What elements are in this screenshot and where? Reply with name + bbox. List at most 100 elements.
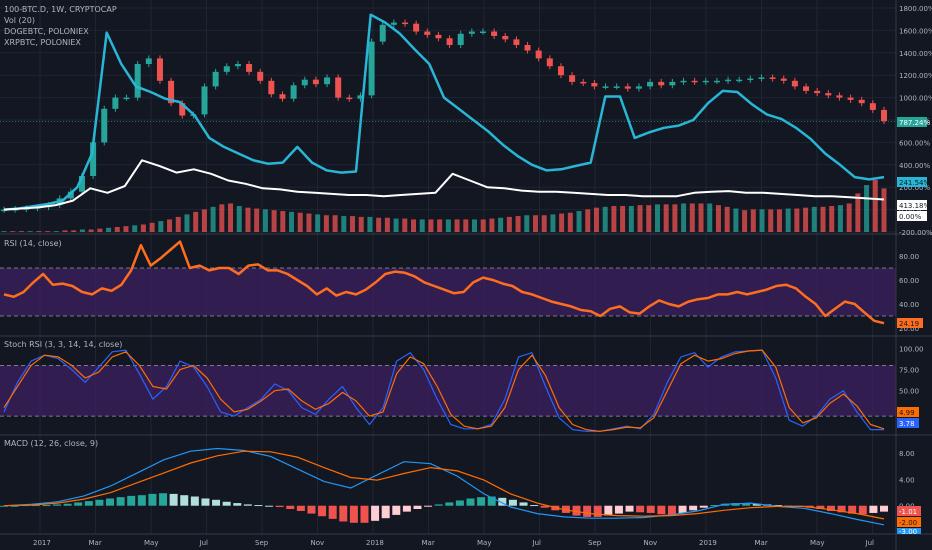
series-lines	[0, 13, 896, 432]
rsi-axis-label: 60.00	[899, 277, 919, 285]
volume-bar	[663, 204, 669, 232]
volume-bar	[724, 206, 730, 232]
volume-bar	[681, 203, 687, 232]
time-axis-label: Mar	[422, 539, 435, 547]
volume-bar	[18, 231, 24, 232]
macd-histogram-bar	[413, 505, 422, 509]
volume-bar	[411, 219, 417, 232]
time-axis-label: Mar	[89, 539, 102, 547]
volume-bar	[79, 229, 85, 232]
macd-histogram-bar	[614, 505, 623, 514]
badge-doge-last: 241.54%	[897, 177, 930, 187]
candle-body	[669, 81, 676, 86]
macd-histogram-bar	[243, 504, 252, 506]
badge-macd-c-text: -3.00	[899, 528, 917, 536]
candle-body	[747, 78, 754, 81]
badge-macd-c: -3.00	[897, 528, 921, 536]
volume-bar	[559, 213, 565, 232]
legend-macd[interactable]: MACD (12, 26, close, 9)	[4, 439, 98, 448]
volume-bar	[593, 207, 599, 232]
candle-body	[881, 109, 887, 122]
time-axis-label: 2018	[366, 539, 384, 547]
macd-histogram-bar	[84, 501, 93, 506]
macd-histogram-bar	[286, 505, 295, 509]
volume-bar	[611, 206, 617, 232]
time-axis-ticks[interactable]: 2017 Mar May Jul Sep Nov 2018 Mar May Jul Sep Nov 20…	[33, 539, 874, 547]
macd-histogram-bar	[159, 493, 168, 506]
volume-bar	[524, 215, 530, 232]
macd-histogram-bar	[869, 505, 878, 513]
price-axis-label: 200.00%	[899, 184, 930, 192]
volume-bar	[872, 180, 878, 232]
volume-bar	[646, 205, 652, 232]
stoch-k-line	[3, 349, 884, 432]
macd-histogram-bar	[371, 505, 380, 521]
price-axis-label: 400.00%	[899, 162, 930, 170]
time-axis-label: 2019	[699, 539, 717, 547]
macd-histogram-bar	[296, 505, 305, 511]
candle-body	[268, 80, 275, 95]
macd-histogram-bar	[646, 505, 655, 513]
candle-body	[179, 103, 186, 116]
candle-body	[479, 31, 486, 34]
macd-histogram-bar	[466, 498, 475, 506]
volume-bar	[620, 206, 626, 232]
macd-histogram-bar	[106, 498, 115, 506]
volume-bar	[672, 204, 678, 232]
candle-body	[78, 176, 85, 192]
volume-bar	[114, 226, 120, 232]
badge-macd-b-text: -2.00	[899, 519, 917, 527]
legend-doge[interactable]: DOGEBTC, POLONIEX	[4, 27, 89, 36]
volume-bar	[489, 218, 495, 232]
macd-histogram-bar	[752, 503, 761, 506]
candle-body	[424, 31, 431, 35]
volume-bar	[184, 214, 190, 232]
legend-rsi[interactable]: RSI (14, close)	[4, 239, 62, 248]
macd-histogram-bar	[742, 503, 751, 506]
volume-bar	[236, 206, 242, 232]
candle-body	[780, 78, 787, 81]
volume-bar	[768, 209, 774, 232]
volume-bar	[637, 205, 643, 232]
badge-xrp-last: 413.18%	[897, 200, 930, 210]
candle-body	[736, 79, 743, 82]
macd-histogram-bar	[318, 505, 327, 517]
badge-macd-b: -2.00	[897, 517, 921, 527]
volume-bar	[271, 210, 277, 232]
volume-bar	[262, 209, 268, 232]
macd-histogram-bar	[625, 505, 634, 512]
badge-main-last: 787.24%	[897, 117, 930, 127]
volume-bar	[567, 212, 573, 232]
volume-bar	[358, 216, 364, 232]
candle-body	[658, 81, 665, 86]
legend-xrp[interactable]: XRPBTC, POLONIEX	[4, 38, 81, 47]
badge-macd-a: -1.01	[897, 506, 921, 516]
macd-histogram-bar	[667, 505, 676, 515]
volume-bar	[750, 209, 756, 232]
price-axis-label: 1800.00%	[899, 5, 932, 13]
legend-volume[interactable]: Vol (20)	[4, 16, 35, 25]
time-axis-label: Jul	[199, 539, 209, 547]
price-axis-label: 1600.00%	[899, 27, 932, 35]
volume-bar	[419, 219, 425, 232]
time-axis-label: Nov	[644, 539, 658, 547]
volume-bar	[219, 204, 225, 232]
macd-histogram-bar	[233, 503, 242, 506]
time-axis-label: Jul	[865, 539, 875, 547]
candle-body	[557, 66, 564, 76]
volume-bar	[106, 227, 112, 232]
volume-bar	[132, 225, 138, 232]
volume-bar	[123, 226, 129, 232]
candle-body	[491, 31, 498, 36]
volume-bar	[140, 224, 146, 232]
volume-bar	[45, 231, 51, 232]
volume-bar	[733, 208, 739, 232]
volume-bar	[341, 216, 347, 232]
macd-histogram-bar	[424, 505, 433, 507]
candle-body	[379, 24, 386, 42]
legend-stoch[interactable]: Stoch RSI (3, 3, 14, 14, close)	[4, 340, 122, 349]
legend-main[interactable]: 100-BTC.D, 1W, CRYPTOCAP	[4, 5, 117, 14]
volume-bar	[602, 206, 608, 232]
stoch-axis-label: 100.00	[899, 345, 924, 353]
volume-bar	[175, 216, 181, 232]
